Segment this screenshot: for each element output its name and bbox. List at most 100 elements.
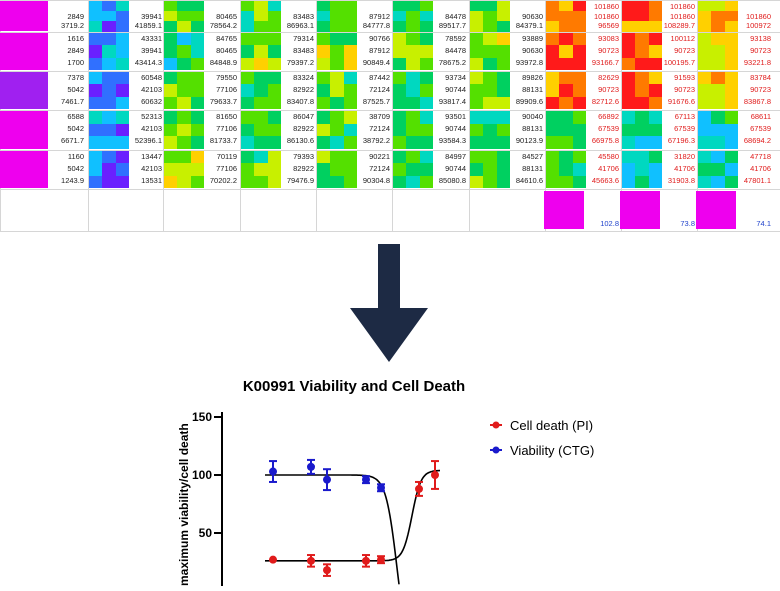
y-tick-label: 50 xyxy=(199,526,213,540)
grid-value: 67539 xyxy=(598,124,619,134)
grid-value: 79314 xyxy=(293,34,314,43)
grid-value: 90744 xyxy=(445,84,466,94)
chart-legend: Cell death (PI) Viability (CTG) xyxy=(490,418,594,458)
grid-value: 6588 xyxy=(67,112,84,121)
grid-value: 83784 xyxy=(750,73,771,82)
grid-value: 90849.4 xyxy=(362,57,390,67)
heat-tile xyxy=(317,111,358,150)
grid-value: 81733.7 xyxy=(209,136,237,146)
grid-value: 89909.6 xyxy=(515,96,543,106)
grid-value: 93584.3 xyxy=(438,136,466,146)
grid-value: 1616 xyxy=(67,34,84,43)
heat-tile xyxy=(393,151,434,189)
grid-value: 78675.2 xyxy=(438,57,466,67)
grid-column-divider xyxy=(316,0,317,232)
grid-value: 87912 xyxy=(369,45,390,55)
grid-value: 101860 xyxy=(593,11,619,21)
grid-value: 67196.3 xyxy=(667,136,695,146)
heat-tile xyxy=(241,33,282,71)
viability-chart: K00991 Viability and Cell Death maximum … xyxy=(0,372,780,586)
grid-column-divider xyxy=(88,0,89,232)
grid-value: 90123.9 xyxy=(515,136,543,146)
grid-value: 79550 xyxy=(216,73,237,82)
heat-tile xyxy=(470,111,511,150)
heat-tile xyxy=(470,151,511,189)
grid-value: 93889 xyxy=(522,34,543,43)
grid-value: 72124 xyxy=(369,163,390,173)
grid-value: 101860 xyxy=(593,2,619,11)
heat-tile xyxy=(164,33,205,71)
heat-tile xyxy=(89,1,130,32)
grid-value: 89517.7 xyxy=(438,21,466,31)
grid-value: 84478 xyxy=(445,11,466,21)
grid-value: 67539 xyxy=(674,124,695,134)
grid-value: 90304.8 xyxy=(362,175,390,185)
grid-value: 81650 xyxy=(216,112,237,121)
heat-tile xyxy=(470,33,511,71)
grid-row-divider xyxy=(0,32,780,33)
grid-value: 1243.9 xyxy=(61,175,84,185)
grid-value: 39941 xyxy=(141,45,162,55)
grid-value: 93221.8 xyxy=(743,57,771,67)
viability-point xyxy=(307,462,315,471)
grid-value: 108289.7 xyxy=(663,21,695,31)
viability-point xyxy=(362,475,370,484)
grid-value: 3719.2 xyxy=(61,21,84,31)
cell-death-point xyxy=(362,556,370,565)
cell-death-point xyxy=(377,555,385,564)
grid-value: 93166.7 xyxy=(591,57,619,67)
grid-column-divider xyxy=(697,0,698,232)
heat-tile xyxy=(317,1,358,32)
grid-column-divider xyxy=(240,0,241,232)
grid-value: 6671.7 xyxy=(61,136,84,146)
grid-value: 84527 xyxy=(522,152,543,161)
grid-value: 38709 xyxy=(369,112,390,121)
grid-value: 38792.2 xyxy=(362,136,390,146)
grid-value: 87442 xyxy=(369,73,390,82)
heat-tile xyxy=(622,151,663,189)
grid-value: 91676.6 xyxy=(667,96,695,106)
grid-value: 66975.8 xyxy=(591,136,619,146)
summary-tile xyxy=(544,191,584,229)
grid-value: 84610.6 xyxy=(515,175,543,185)
grid-row-divider xyxy=(0,150,780,151)
grid-value: 90723 xyxy=(674,84,695,94)
heat-tile xyxy=(89,111,130,150)
grid-value: 88131 xyxy=(522,124,543,134)
cell-death-point xyxy=(269,555,277,564)
grid-value: 41706 xyxy=(750,163,771,173)
legend-label: Viability (CTG) xyxy=(510,443,594,458)
heat-tile xyxy=(0,1,48,31)
grid-value: 7378 xyxy=(67,73,84,82)
heat-tile xyxy=(698,72,739,110)
down-arrow-shape xyxy=(350,244,428,362)
grid-value: 84848.9 xyxy=(209,57,237,67)
heat-tile xyxy=(546,1,587,32)
grid-value: 68694.2 xyxy=(743,136,771,146)
grid-column-divider xyxy=(163,0,164,232)
grid-row-divider xyxy=(0,189,780,190)
heat-tile xyxy=(0,33,48,70)
grid-value: 67113 xyxy=(674,112,695,121)
grid-value: 2849 xyxy=(67,11,84,21)
grid-value: 89826 xyxy=(522,73,543,82)
grid-value: 82922 xyxy=(293,124,314,134)
heat-tile xyxy=(393,72,434,110)
viability-point xyxy=(269,467,277,476)
summary-tile xyxy=(620,191,660,229)
grid-value: 93138 xyxy=(750,34,771,43)
blue-fit-curve xyxy=(265,474,400,585)
grid-value: 79397.2 xyxy=(286,57,314,67)
grid-value: 101860 xyxy=(669,11,695,21)
heat-tile xyxy=(546,33,587,71)
grid-value: 93972.8 xyxy=(515,57,543,67)
grid-row-divider xyxy=(0,0,780,1)
grid-value: 90744 xyxy=(445,124,466,134)
grid-value: 82712.6 xyxy=(591,96,619,106)
heat-tile xyxy=(89,151,130,189)
grid-value: 84765 xyxy=(216,34,237,43)
grid-value: 77106 xyxy=(216,163,237,173)
grid-value: 90723 xyxy=(750,45,771,55)
y-tick-label: 100 xyxy=(192,468,212,482)
grid-column-divider xyxy=(469,0,470,232)
